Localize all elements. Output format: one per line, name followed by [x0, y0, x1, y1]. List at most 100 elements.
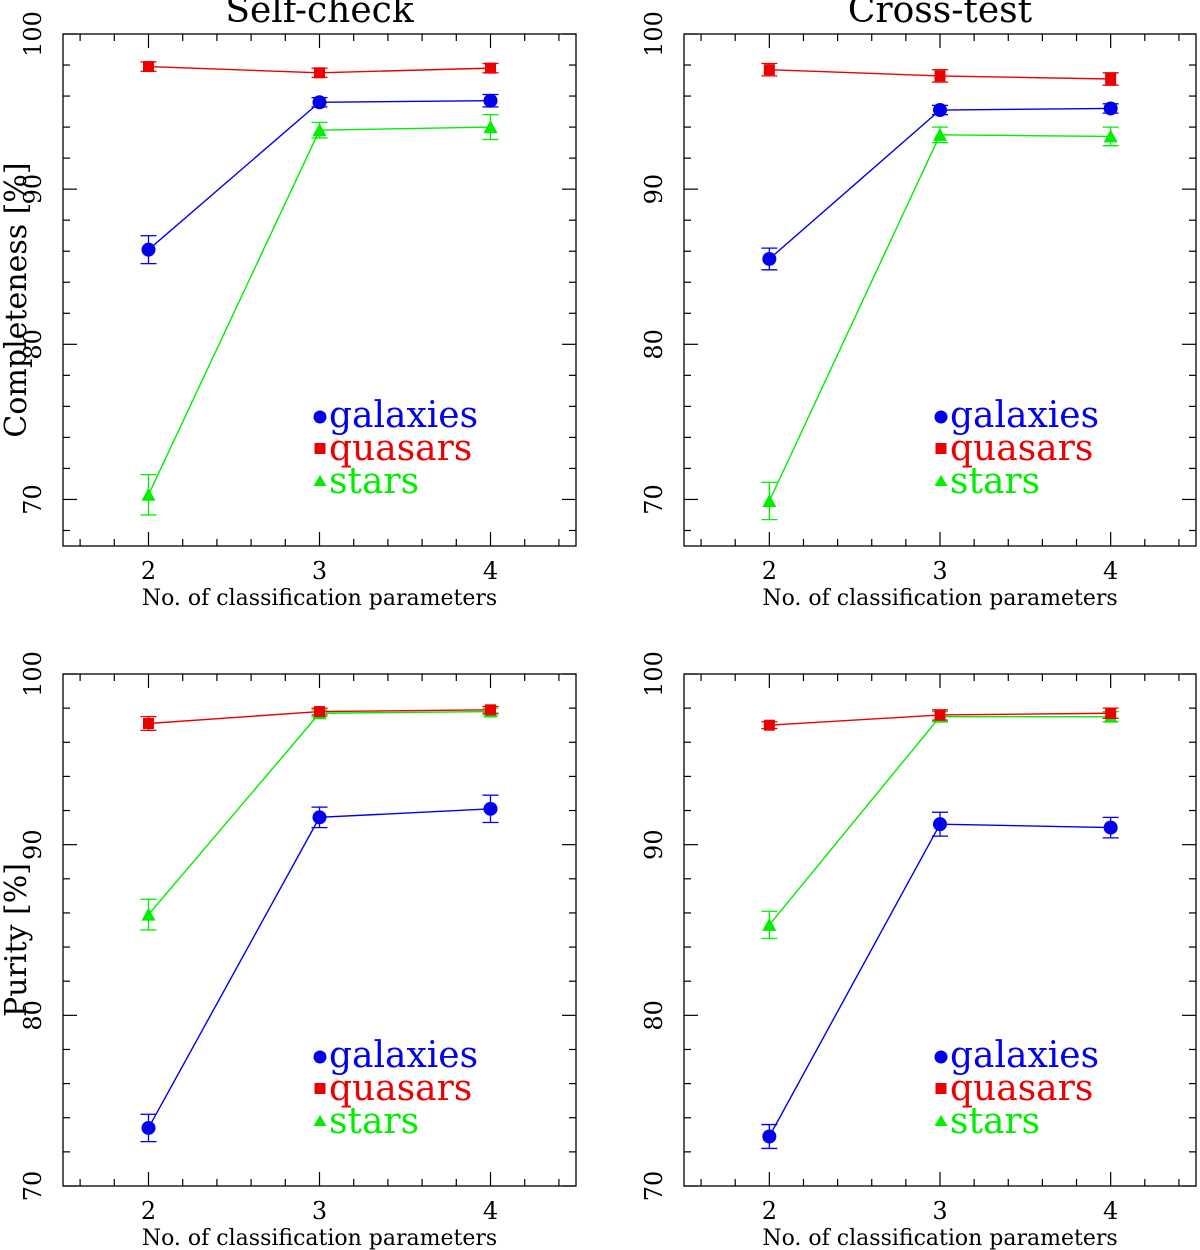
series-quasars — [140, 704, 499, 731]
plot-frame — [683, 673, 1197, 1187]
y-tick-label: 100 — [640, 11, 668, 57]
plot-frame — [62, 673, 577, 1187]
legend-galaxies-marker — [934, 1050, 948, 1064]
legend-galaxies-label: galaxies — [329, 1035, 478, 1076]
y-tick-label: 80 — [640, 329, 668, 360]
quasars-point — [314, 67, 325, 79]
galaxies-point — [141, 1120, 156, 1135]
series-galaxies — [140, 93, 499, 265]
quasars-point — [314, 706, 325, 718]
x-tick-label: 4 — [1103, 1197, 1118, 1225]
legend-quasars-label: quasars — [329, 428, 472, 469]
panel-1: 2 3 4 70 80 90 100 No. of classification parame… — [0, 0, 577, 611]
panel-2: 2 3 4 70 80 90 100 No. of classification parame… — [640, 0, 1197, 611]
stars-point — [933, 127, 947, 141]
y-tick-label: 70 — [19, 484, 47, 515]
x-tick-label: 3 — [932, 1197, 947, 1225]
y-tick-label: 100 — [640, 651, 668, 697]
x-tick-label: 3 — [312, 557, 327, 585]
y-tick-label: 90 — [640, 829, 668, 860]
y-tick-label: 90 — [19, 829, 47, 860]
stars-point — [762, 917, 777, 931]
stars-point — [312, 123, 327, 137]
stars-point — [1103, 129, 1118, 143]
stars-point — [141, 907, 156, 921]
y-tick-label: 100 — [19, 651, 47, 697]
series-galaxies — [761, 811, 1119, 1150]
quasars-point — [485, 62, 496, 74]
legend-galaxies-label: galaxies — [950, 395, 1099, 436]
galaxies-point — [483, 801, 498, 816]
quasars-point — [1105, 73, 1117, 85]
legend-stars-label: stars — [950, 461, 1040, 502]
series-quasars — [761, 62, 1119, 86]
legend-quasars-marker — [314, 443, 326, 454]
galaxies-point — [1103, 820, 1118, 835]
legend-stars-label: stars — [329, 1101, 419, 1142]
legend-quasars-marker — [935, 443, 947, 454]
legend-galaxies-label: galaxies — [329, 395, 478, 436]
x-tick-label: 2 — [141, 557, 156, 585]
x-tick-label: 2 — [762, 1197, 777, 1225]
series-quasars — [140, 61, 499, 79]
series-stars — [140, 114, 499, 516]
series-galaxies — [140, 794, 499, 1143]
legend-stars-marker — [934, 1115, 948, 1126]
legend-stars-marker — [313, 475, 327, 486]
quasars-point — [934, 709, 946, 721]
y-axis-label: Purity [%] — [0, 863, 34, 1017]
quasars-point — [143, 61, 154, 73]
y-tick-label: 100 — [19, 11, 47, 57]
y-tick-label: 70 — [640, 484, 668, 515]
legend-quasars-label: quasars — [950, 1068, 1093, 1109]
galaxies-point — [933, 103, 947, 118]
galaxies-point — [312, 95, 327, 110]
x-tick-label: 4 — [483, 557, 498, 585]
legend-galaxies-marker — [934, 410, 948, 424]
quasars-point — [934, 70, 946, 82]
series-quasars — [761, 707, 1119, 731]
x-axis-label: No. of classification parameters — [142, 1226, 497, 1250]
y-tick-label: 70 — [640, 1171, 668, 1202]
x-tick-label: 2 — [141, 1197, 156, 1225]
galaxies-point — [141, 242, 156, 257]
x-axis-label: No. of classification parameters — [762, 586, 1117, 611]
legend-galaxies-label: galaxies — [950, 1035, 1099, 1076]
quasars-point — [763, 719, 775, 731]
x-tick-label: 2 — [762, 557, 777, 585]
legend-quasars-label: quasars — [950, 428, 1093, 469]
legend-galaxies-marker — [313, 1050, 327, 1064]
y-tick-label: 80 — [19, 1000, 47, 1031]
legend-galaxies-marker — [313, 410, 327, 424]
galaxies-point — [483, 93, 498, 108]
panel-3: 2 3 4 70 80 90 100 No. of classification parame… — [0, 651, 577, 1250]
galaxies-point — [762, 251, 777, 266]
galaxies-point — [312, 810, 327, 825]
legend-stars-marker — [313, 1115, 327, 1126]
panel-4: 2 3 4 70 80 90 100 No. of classification parame… — [640, 651, 1197, 1250]
x-tick-label: 3 — [932, 557, 947, 585]
legend-stars-label: stars — [329, 461, 419, 502]
legend-stars-marker — [934, 475, 948, 486]
panel-title: Cross-test — [848, 0, 1033, 31]
galaxies-point — [933, 817, 947, 832]
panel-title: Self-check — [225, 0, 415, 31]
stars-point — [762, 494, 777, 508]
y-tick-label: 70 — [19, 1171, 47, 1202]
x-axis-label: No. of classification parameters — [762, 1226, 1117, 1250]
y-tick-label: 80 — [640, 1000, 668, 1031]
plot-frame — [62, 33, 577, 547]
y-tick-label: 90 — [19, 174, 47, 205]
stars-point — [141, 487, 156, 501]
x-tick-label: 4 — [1103, 557, 1118, 585]
y-tick-label: 80 — [19, 329, 47, 360]
series-galaxies — [761, 101, 1119, 271]
galaxies-point — [762, 1129, 777, 1144]
x-tick-label: 4 — [483, 1197, 498, 1225]
quasars-point — [763, 64, 775, 76]
